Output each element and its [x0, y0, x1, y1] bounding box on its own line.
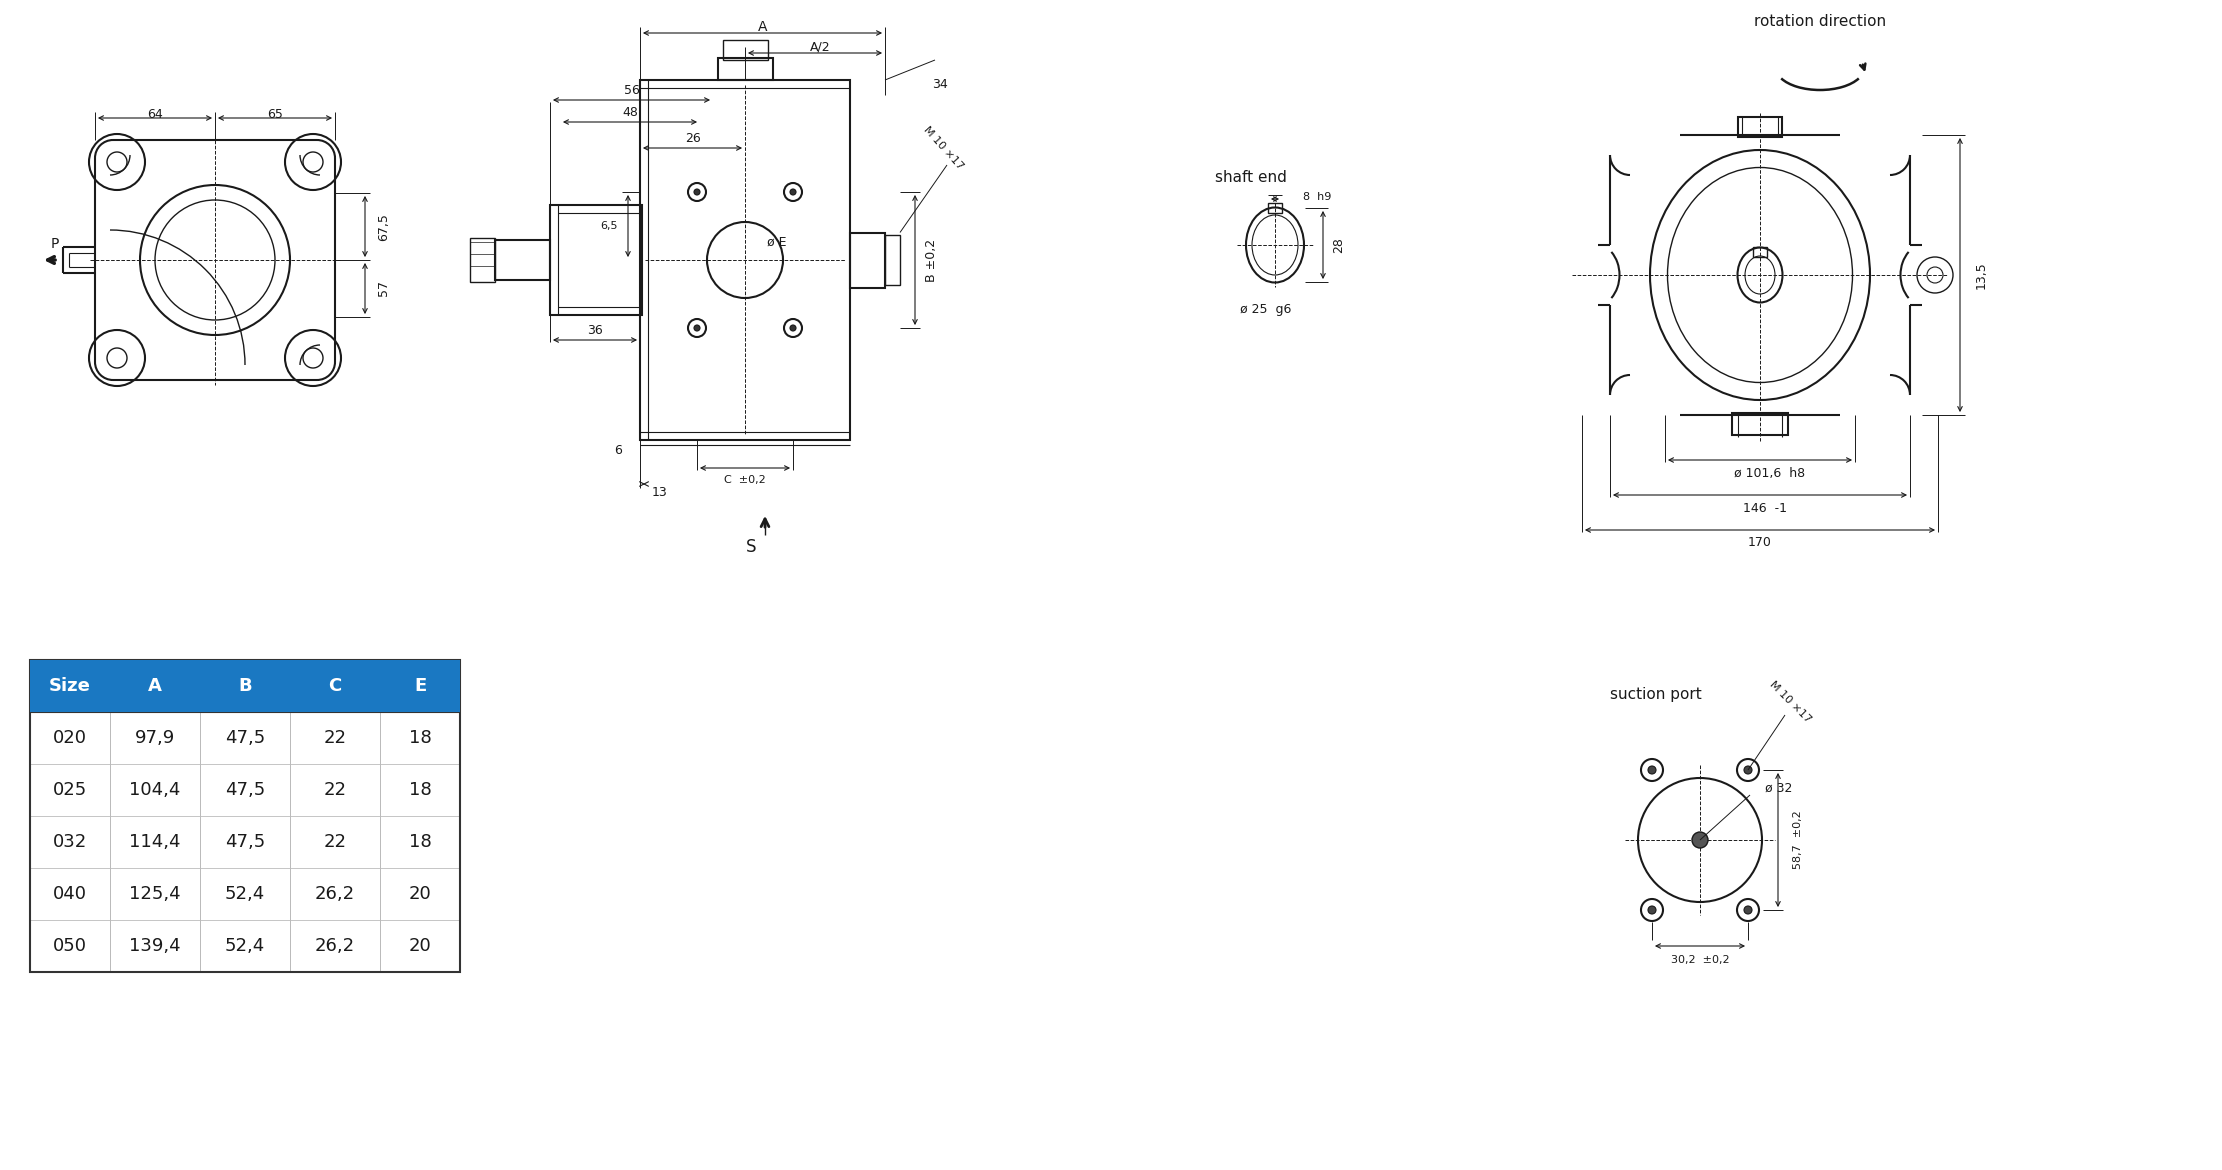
Text: rotation direction: rotation direction	[1753, 14, 1886, 29]
Bar	[31, 660, 460, 972]
Bar	[1738, 117, 1782, 137]
Bar	[291, 660, 380, 713]
Text: 47,5: 47,5	[224, 782, 264, 799]
Bar	[380, 660, 460, 713]
Bar	[718, 58, 773, 80]
Text: 6: 6	[613, 443, 622, 456]
Text: A/2: A/2	[809, 41, 831, 54]
Text: Size: Size	[49, 677, 91, 695]
Circle shape	[1744, 766, 1751, 775]
Text: 104,4: 104,4	[129, 782, 180, 799]
Text: S: S	[747, 538, 755, 556]
Text: 34: 34	[931, 78, 949, 91]
Bar	[111, 660, 200, 713]
Circle shape	[1691, 832, 1709, 848]
Text: 67,5: 67,5	[378, 213, 391, 241]
Text: 146  -1: 146 -1	[1742, 502, 1786, 515]
Circle shape	[1744, 906, 1751, 914]
Text: 22: 22	[324, 729, 347, 746]
Circle shape	[791, 325, 795, 331]
Text: 13: 13	[651, 486, 669, 498]
Bar	[31, 660, 111, 713]
Text: 48: 48	[622, 106, 638, 119]
Bar	[1753, 247, 1766, 257]
Bar	[200, 660, 291, 713]
Text: 20: 20	[409, 885, 431, 903]
Text: 47,5: 47,5	[224, 833, 264, 851]
Text: 050: 050	[53, 937, 87, 955]
Text: 6,5: 6,5	[600, 221, 618, 230]
Circle shape	[1649, 766, 1655, 775]
Bar	[471, 238, 496, 282]
Bar	[884, 235, 900, 285]
Text: 30,2  ±0,2: 30,2 ±0,2	[1671, 955, 1729, 965]
Text: 26: 26	[684, 132, 700, 145]
Text: 64: 64	[147, 108, 162, 121]
Text: 65: 65	[267, 108, 282, 121]
Text: 36: 36	[587, 324, 602, 337]
Text: 26,2: 26,2	[316, 937, 356, 955]
Text: B ±0,2: B ±0,2	[924, 239, 938, 282]
Text: ø E: ø E	[767, 235, 787, 248]
Text: 97,9: 97,9	[136, 729, 176, 746]
Text: 032: 032	[53, 833, 87, 851]
Text: 040: 040	[53, 885, 87, 903]
Text: 22: 22	[324, 782, 347, 799]
Text: A: A	[758, 20, 767, 34]
Text: P: P	[51, 238, 60, 252]
Text: shaft end: shaft end	[1215, 171, 1287, 186]
Text: 52,4: 52,4	[224, 937, 264, 955]
Bar	[496, 240, 551, 280]
Circle shape	[693, 190, 700, 195]
Text: M 10 ×17: M 10 ×17	[1766, 680, 1813, 724]
Text: 8  h9: 8 h9	[1302, 192, 1331, 202]
Bar	[722, 40, 767, 60]
Text: ø 101,6  h8: ø 101,6 h8	[1735, 467, 1806, 480]
Circle shape	[693, 325, 700, 331]
Text: 57: 57	[378, 280, 391, 296]
Text: 56: 56	[624, 84, 640, 97]
Text: 170: 170	[1749, 537, 1771, 550]
Text: 26,2: 26,2	[316, 885, 356, 903]
Circle shape	[1649, 906, 1655, 914]
Text: 52,4: 52,4	[224, 885, 264, 903]
Circle shape	[791, 190, 795, 195]
Text: C  ±0,2: C ±0,2	[724, 475, 767, 486]
Text: ø 32: ø 32	[1764, 782, 1793, 794]
Text: 28: 28	[1333, 238, 1347, 253]
Text: A: A	[149, 677, 162, 695]
Text: M 10 ×17: M 10 ×17	[922, 124, 964, 172]
Text: 22: 22	[324, 833, 347, 851]
Bar	[1269, 204, 1282, 213]
Bar	[1731, 413, 1789, 435]
Text: C: C	[329, 677, 342, 695]
Bar	[851, 233, 884, 288]
Text: 18: 18	[409, 833, 431, 851]
Bar	[640, 80, 851, 440]
Text: 13,5: 13,5	[1975, 261, 1986, 289]
Text: B: B	[238, 677, 251, 695]
Text: 114,4: 114,4	[129, 833, 180, 851]
Text: 025: 025	[53, 782, 87, 799]
Text: ø 25  g6: ø 25 g6	[1240, 303, 1291, 317]
Text: 18: 18	[409, 782, 431, 799]
Text: 020: 020	[53, 729, 87, 746]
Text: 20: 20	[409, 937, 431, 955]
Bar	[551, 205, 642, 315]
Text: suction port: suction port	[1611, 688, 1702, 702]
Text: 58,7  ±0,2: 58,7 ±0,2	[1793, 811, 1802, 869]
Text: 125,4: 125,4	[129, 885, 180, 903]
Text: 18: 18	[409, 729, 431, 746]
Text: 47,5: 47,5	[224, 729, 264, 746]
Text: 139,4: 139,4	[129, 937, 180, 955]
Text: E: E	[413, 677, 427, 695]
